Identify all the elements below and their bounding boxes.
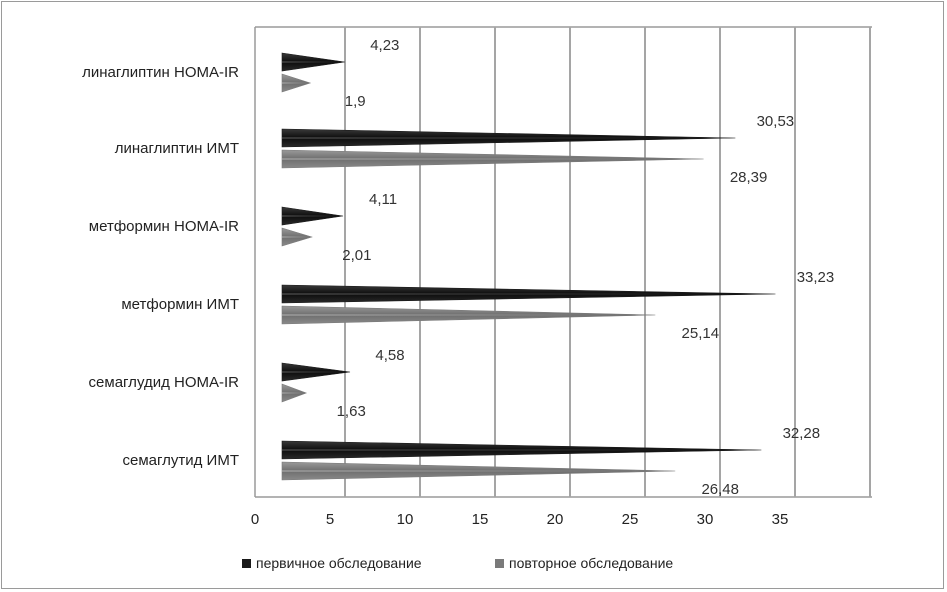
grid-lines xyxy=(254,26,872,498)
bar-highlight xyxy=(282,215,344,217)
legend-entry: повторное обследование xyxy=(509,555,673,571)
x-tick-label: 25 xyxy=(622,511,639,528)
data-label: 33,23 xyxy=(797,269,835,286)
category-label: метформин HOMA-IR xyxy=(89,218,239,235)
data-label: 4,11 xyxy=(369,191,397,208)
category-label: семаглутид ИМТ xyxy=(123,452,240,469)
bar-series xyxy=(281,52,776,481)
category-label: метформин ИМТ xyxy=(121,296,239,313)
legend-swatch xyxy=(495,559,504,568)
bar-highlight xyxy=(282,392,307,394)
bar-highlight xyxy=(282,293,776,295)
data-label: 4,23 xyxy=(370,37,399,54)
x-axis-ticks: 0 5 10 15 20 25 30 35 xyxy=(251,511,789,528)
data-label: 4,58 xyxy=(375,347,404,364)
data-label: 26,48 xyxy=(701,481,739,498)
category-labels: линаглиптин HOMA-IR линаглиптин ИМТ метфор… xyxy=(82,64,239,469)
x-tick-label: 35 xyxy=(772,511,789,528)
legend: первичное обследование повторное обследов… xyxy=(242,555,673,571)
data-label: 30,53 xyxy=(757,113,795,130)
data-label: 25,14 xyxy=(682,325,720,342)
category-label: семаглудид HOMA-IR xyxy=(89,374,240,391)
x-tick-label: 0 xyxy=(251,511,259,528)
legend-entry: первичное обследование xyxy=(256,555,422,571)
data-label: 32,28 xyxy=(783,425,821,442)
data-label: 2,01 xyxy=(342,247,371,264)
data-label: 28,39 xyxy=(730,169,768,186)
data-label: 1,9 xyxy=(345,93,366,110)
x-tick-label: 30 xyxy=(697,511,714,528)
bar-highlight xyxy=(282,158,704,160)
bar-highlight xyxy=(282,470,676,472)
bar-highlight xyxy=(282,137,736,139)
bar-highlight xyxy=(282,449,762,451)
bar-highlight xyxy=(282,371,351,373)
category-label: линаглиптин HOMA-IR xyxy=(82,64,239,81)
x-tick-label: 5 xyxy=(326,511,334,528)
x-tick-label: 10 xyxy=(397,511,414,528)
data-label: 1,63 xyxy=(337,403,366,420)
category-label: линаглиптин ИМТ xyxy=(115,140,239,157)
bar-highlight xyxy=(282,61,345,63)
x-tick-label: 15 xyxy=(472,511,489,528)
data-labels: 4,23 1,9 30,53 28,39 4,11 2,01 33,23 25,14 4,58 1… xyxy=(337,37,835,498)
bar-highlight xyxy=(282,314,656,316)
x-tick-label: 20 xyxy=(547,511,564,528)
legend-swatch xyxy=(242,559,251,568)
bar-highlight xyxy=(282,236,312,238)
bar-highlight xyxy=(282,82,311,84)
